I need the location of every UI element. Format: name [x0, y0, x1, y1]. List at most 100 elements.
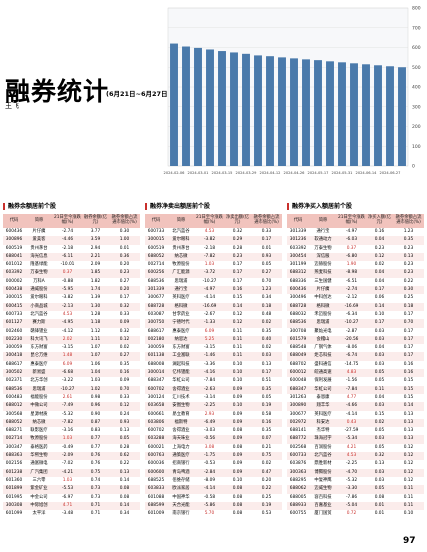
- table-cell: 0.20: [261, 477, 272, 483]
- table-cell: 万泰生物: [25, 269, 53, 278]
- table-cell: -3.16: [61, 428, 74, 434]
- table-cell: 0.70: [109, 385, 140, 394]
- table-cell: 4.77: [346, 394, 357, 400]
- table-cell: 2.61: [62, 394, 73, 400]
- table-cell: 容百科技: [314, 494, 332, 500]
- table-cell: 0.17: [366, 286, 393, 295]
- table-cell: 0.10: [232, 378, 243, 384]
- y-tick-label: 400: [412, 85, 421, 91]
- table-cell: 英科医疗: [172, 295, 190, 301]
- x-tick-label: 2024-04-12: [260, 171, 281, 175]
- table-cell: 0.32: [232, 229, 243, 234]
- table-cell: 赛力斯: [25, 319, 53, 328]
- table-cell: 0.13: [119, 428, 130, 434]
- table-cell: 688617: [5, 361, 23, 367]
- table-cell: 0.34: [261, 295, 272, 301]
- table-row: 688008 澜起科技 -3.36 0.10 0.13: [145, 361, 282, 369]
- table-cell: 0.03: [366, 435, 393, 444]
- table-row: 601088 中国神华 -0.58 0.08 0.25: [145, 494, 282, 502]
- table-row: 688617 惠泰医疗 6.09 1.06 0.35: [3, 361, 140, 369]
- table-row: 688041 海光信息 -6.11 2.21 0.36: [3, 252, 140, 262]
- table-row: 688141 杰华特 -27.59 0.05 0.13: [287, 427, 424, 435]
- table-cell: 广汽集团: [25, 468, 53, 477]
- table-cell: -6.68: [53, 369, 82, 378]
- table-cell: 爱尔眼科: [30, 295, 48, 301]
- table-cell: 0.14: [393, 402, 424, 411]
- table-cell: 300363: [287, 468, 309, 477]
- table-cell: 0.27: [109, 352, 140, 361]
- bar: [302, 59, 310, 166]
- table-cell: -27.59: [344, 428, 359, 434]
- table-cell: 0.62: [109, 452, 140, 461]
- table-cell: 通行宝: [167, 286, 195, 295]
- table-cell: 0.74: [90, 477, 101, 483]
- table-row: 600483 福能股份 2.61 0.98 0.33: [3, 394, 140, 402]
- table-cell: 600036: [147, 461, 165, 467]
- table-cell: 0.14: [109, 501, 140, 511]
- table-cell: -3.30: [337, 485, 366, 494]
- table-row: 301236 软通动力 -6.03 0.04 0.35: [287, 236, 424, 245]
- table-cell: 中复神鹰: [314, 477, 332, 483]
- table-row: 688525 佰维存储 -8.09 0.10 0.20: [145, 477, 282, 485]
- table-cell: -7.49: [53, 402, 82, 411]
- table-cell: 0.72: [346, 511, 357, 517]
- table-cell: 昆仑万维: [25, 352, 53, 361]
- table-cell: 300677: [147, 295, 165, 301]
- table-cell: 禾迈股份: [314, 311, 332, 317]
- table-cell: -5.32: [61, 411, 74, 417]
- table-cell: 601009: [147, 511, 165, 517]
- table-cell: 舍得酒业: [172, 428, 190, 434]
- table-cell: 0.15: [374, 411, 385, 417]
- table-cell: 0.12: [366, 252, 393, 262]
- table-row: 688599 天合光能 -5.86 0.08 0.19: [145, 501, 282, 511]
- table-cell: 0.32: [119, 328, 130, 334]
- table-cell: 301339: [289, 229, 307, 234]
- table-cell: -1.75: [195, 452, 224, 461]
- table-cell: 0.20: [109, 286, 140, 295]
- table-cell: -1.56: [345, 378, 358, 384]
- table-cell: 002180: [145, 335, 167, 345]
- table-cell: 爱尔眼科: [167, 236, 195, 245]
- table-cell: -6.74: [337, 352, 366, 361]
- table-cell: -16.69: [195, 302, 224, 311]
- table-cell: 600256: [145, 269, 167, 278]
- table-row: 300124 汇川技术 -3.14 0.09 0.05: [145, 394, 282, 402]
- table-cell: 0.11: [393, 485, 424, 494]
- table-cell: 赣锋锂业: [30, 328, 48, 334]
- table-cell: 603658: [145, 402, 167, 411]
- table-row: 601360 三六零 1.03 0.74 0.14: [3, 477, 140, 485]
- table-cell: 0.03: [366, 335, 393, 345]
- table-row: 688536 思瑞浦 -10.27 0.17 0.70: [287, 319, 424, 328]
- table-cell: 600012: [287, 369, 309, 378]
- table-cell: 0.10: [224, 369, 251, 378]
- bar: [182, 46, 190, 167]
- table-row: 000002 万科A -0.88 1.82 0.27: [3, 278, 140, 286]
- table-cell: 0.02: [366, 418, 393, 428]
- table-row: 688312 燕麦科技 -8.98 0.04 0.23: [287, 269, 424, 278]
- table-cell: 1.00: [109, 236, 140, 245]
- table-cell: 002460: [5, 328, 23, 334]
- table-cell: 0.17: [403, 345, 414, 351]
- table-cell: 0.14: [366, 302, 393, 311]
- table-cell: 0.01: [374, 511, 385, 517]
- table-cell: -4.16: [195, 369, 224, 378]
- y-tick-label: 300: [412, 104, 421, 110]
- table-cell: 601238: [3, 468, 25, 477]
- table-cell: 0.16: [393, 369, 424, 378]
- bar: [206, 49, 214, 166]
- table-cell: 0.08: [232, 444, 243, 450]
- table-cell: 688525: [147, 477, 165, 483]
- table-cell: 0.15: [393, 385, 424, 394]
- table-cell: -2.74: [337, 286, 366, 295]
- table-cell: -2.18: [203, 245, 216, 251]
- table-cell: 0.08: [224, 485, 251, 494]
- table-cell: 联影医疗: [30, 428, 48, 434]
- table-cell: -4.70: [337, 468, 366, 477]
- table-cell: -5.34: [337, 435, 366, 444]
- table-cell: 0.15: [403, 394, 414, 400]
- table-row: 688363 华熙生物 -2.09 0.76 0.62: [3, 452, 140, 461]
- table-cell: -1.33: [195, 319, 224, 328]
- table-cell: 300015: [5, 295, 23, 301]
- table-cell: 600733: [5, 311, 23, 317]
